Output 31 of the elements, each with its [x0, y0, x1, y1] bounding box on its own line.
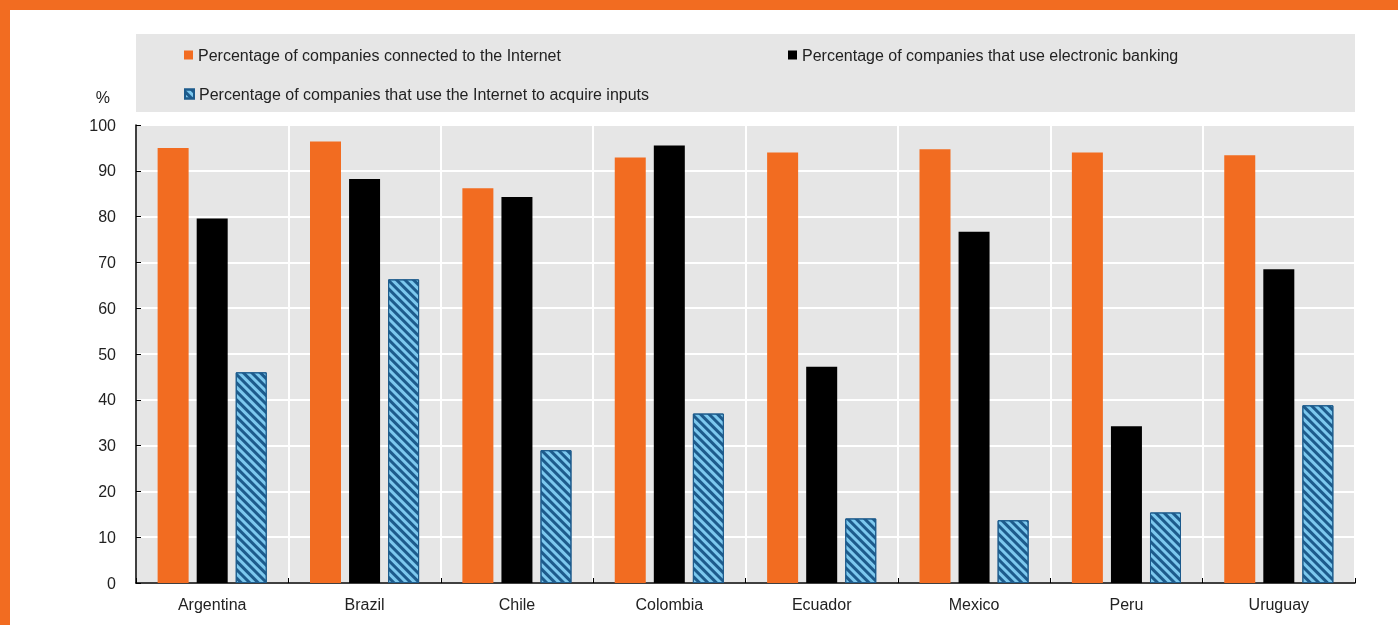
legend-label: Percentage of companies connected to the Internet: [198, 46, 562, 64]
bar: [1224, 155, 1256, 583]
y-tick-label: 80: [98, 208, 117, 226]
x-tick-label: Peru: [1109, 595, 1144, 613]
y-axis-title: %: [95, 88, 110, 106]
legend-label: Percentage of companies that use the Internet to acquire inputs: [199, 85, 650, 103]
bar: [614, 157, 646, 583]
bar: [157, 147, 189, 583]
y-tick-label: 30: [98, 437, 117, 455]
x-tick-label: Colombia: [635, 595, 704, 613]
y-tick-label: 60: [98, 299, 117, 317]
x-tick-label: Mexico: [948, 595, 1000, 613]
legend-label: Percentage of companies that use electronic banking: [802, 46, 1179, 64]
bar: [462, 188, 494, 583]
y-tick-label: 70: [98, 253, 117, 271]
x-tick-label: Uruguay: [1248, 595, 1310, 613]
bar: [1071, 152, 1103, 583]
bar: [310, 141, 341, 583]
bar: [767, 152, 799, 583]
y-tick-label: 0: [107, 574, 117, 592]
y-tick-label: 10: [98, 528, 117, 546]
x-tick-label: Brazil: [344, 595, 385, 613]
y-tick-label: 40: [98, 391, 117, 409]
x-tick-label: Ecuador: [791, 595, 853, 613]
y-tick-label: 50: [98, 345, 117, 363]
y-tick-label: 20: [98, 482, 117, 500]
y-tick-label: 90: [98, 162, 117, 180]
bar: [919, 149, 951, 583]
x-tick-label: Chile: [498, 595, 536, 613]
x-tick-label: Argentina: [177, 595, 247, 613]
y-tick-label: 100: [89, 116, 117, 134]
